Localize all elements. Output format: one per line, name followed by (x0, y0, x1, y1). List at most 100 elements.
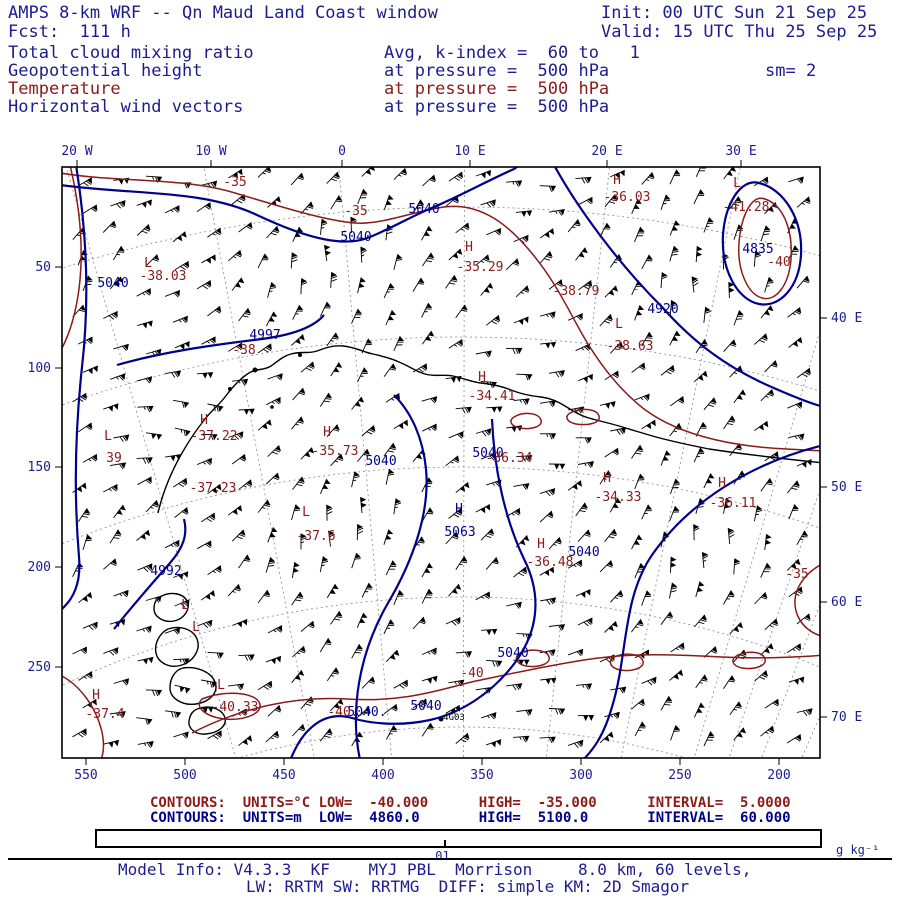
svg-text:-40: -40 (460, 666, 483, 681)
model-info-line1: Model Info: V4.3.3 KF MYJ PBL Morrison (118, 860, 533, 879)
svg-text:250: 250 (668, 768, 691, 783)
temp-contour-legend: CONTOURS: UNITS=°C LOW= -40.000 HIGH= -3… (150, 795, 791, 811)
svg-text:L: L (181, 598, 189, 613)
svg-text:20 E: 20 E (591, 144, 622, 159)
svg-text:500: 500 (173, 768, 196, 783)
svg-text:-35: -35 (785, 567, 808, 582)
svg-text:H: H (323, 425, 331, 440)
svg-text:L: L (192, 620, 200, 635)
svg-text:-35.73: -35.73 (312, 444, 359, 459)
field-wind-detail: at pressure = 500 hPa (384, 97, 610, 117)
forecast-hour: Fcst: 111 h (8, 22, 131, 42)
svg-text:5040: 5040 (568, 545, 599, 560)
svg-text:350: 350 (470, 768, 493, 783)
svg-text:100: 100 (28, 361, 51, 376)
svg-text:10 W: 10 W (195, 144, 226, 159)
svg-text:H: H (92, 688, 100, 703)
svg-text:-38.79: -38.79 (553, 284, 600, 299)
svg-text:-35: -35 (344, 204, 367, 219)
svg-text:-34.41: -34.41 (469, 389, 516, 404)
svg-text:4992: 4992 (150, 564, 181, 579)
svg-text:5040: 5040 (472, 446, 503, 461)
svg-text:250: 250 (28, 660, 51, 675)
svg-text:200: 200 (767, 768, 790, 783)
svg-text:H: H (718, 476, 726, 491)
svg-text:20 W: 20 W (61, 144, 92, 159)
svg-text:5040: 5040 (365, 454, 396, 469)
svg-text:-37.23: -37.23 (190, 481, 237, 496)
svg-text:5040: 5040 (97, 276, 128, 291)
svg-text:4997: 4997 (249, 328, 280, 343)
field-temp-label: Temperature (8, 79, 121, 99)
svg-text:H: H (537, 537, 545, 552)
footer-divider (8, 858, 892, 860)
svg-text:-35: -35 (223, 175, 246, 190)
svg-text:30 E: 30 E (725, 144, 756, 159)
svg-text:450: 450 (272, 768, 295, 783)
svg-text:L: L (302, 505, 310, 520)
svg-text:L: L (217, 678, 225, 693)
svg-text:400: 400 (371, 768, 394, 783)
svg-text:L: L (104, 429, 112, 444)
svg-text:-38.03: -38.03 (140, 269, 187, 284)
svg-text:200: 200 (28, 560, 51, 575)
axis-ticks: 20 W 10 W 0 10 E 20 E 30 E 550 500 450 400 350 300 2… (28, 144, 863, 783)
svg-text:-36.03: -36.03 (604, 190, 651, 205)
map-frame (61, 166, 821, 759)
field-cloud-label: Total cloud mixing ratio (8, 43, 254, 63)
coastline (153, 345, 820, 735)
svg-text:-37.4: -37.4 (85, 707, 124, 722)
svg-text:H: H (613, 173, 621, 188)
field-height-detail: at pressure = 500 hPa (384, 61, 610, 81)
field-wind-label: Horizontal wind vectors (8, 97, 244, 117)
height-contour-legend: CONTOURS: UNITS=m LOW= 4860.0 HIGH= 5100… (150, 810, 791, 826)
svg-text:L: L (733, 176, 741, 191)
svg-text:60 E: 60 E (831, 595, 862, 610)
svg-text:550: 550 (74, 768, 97, 783)
svg-text:-36.48: -36.48 (527, 555, 574, 570)
init-time: Init: 00 UTC Sun 21 Sep 25 (601, 3, 868, 23)
svg-text:-40.: -40. (327, 705, 358, 720)
svg-text:4G03: 4G03 (443, 713, 465, 723)
svg-text:5063: 5063 (444, 525, 475, 540)
svg-text:-36.34: -36.34 (486, 451, 533, 466)
colorbar-tick (444, 840, 446, 848)
svg-text:-38: -38 (232, 343, 255, 358)
svg-text:50: 50 (35, 260, 51, 275)
svg-text:-37.6: -37.6 (296, 529, 335, 544)
wind-barbs (72, 167, 813, 748)
svg-text:4920: 4920 (647, 302, 678, 317)
svg-text:50 E: 50 E (831, 480, 862, 495)
svg-text:5040: 5040 (408, 202, 439, 217)
svg-text:39: 39 (106, 451, 122, 466)
svg-text:5040: 5040 (497, 646, 528, 661)
svg-text:-40.33: -40.33 (212, 700, 259, 715)
svg-text:-38.63: -38.63 (607, 339, 654, 354)
svg-text:L: L (144, 256, 152, 271)
contour-labels: 5040 5040 5040 4997 4920 4835 5040 5040 H 5063 504… (85, 173, 808, 723)
svg-text:H: H (603, 471, 611, 486)
svg-text:-35.29: -35.29 (457, 260, 504, 275)
svg-text:5040: 5040 (410, 699, 441, 714)
svg-text:5040.: 5040. (347, 705, 386, 720)
svg-text:-37.22: -37.22 (191, 429, 238, 444)
svg-text:L: L (615, 317, 623, 332)
chart-title: AMPS 8-km WRF -- Qn Maud Land Coast wind… (8, 3, 438, 23)
svg-text:-41.28: -41.28 (723, 200, 770, 215)
svg-text:H: H (455, 502, 463, 517)
field-height-label: Geopotential height (8, 61, 203, 81)
svg-text:H: H (200, 413, 208, 428)
svg-text:-34.33: -34.33 (595, 490, 642, 505)
svg-text:H: H (478, 370, 486, 385)
svg-text:0: 0 (338, 144, 346, 159)
smoothing-label: sm= 2 (765, 61, 817, 81)
svg-text:5040: 5040 (340, 230, 371, 245)
model-info-line2: LW: RRTM SW: RRTMG DIFF: simple KM: 2D S… (246, 877, 690, 896)
svg-text:70 E: 70 E (831, 710, 862, 725)
svg-text:300: 300 (569, 768, 592, 783)
cloud-colorbar (95, 829, 822, 848)
contour-lines (62, 167, 820, 758)
